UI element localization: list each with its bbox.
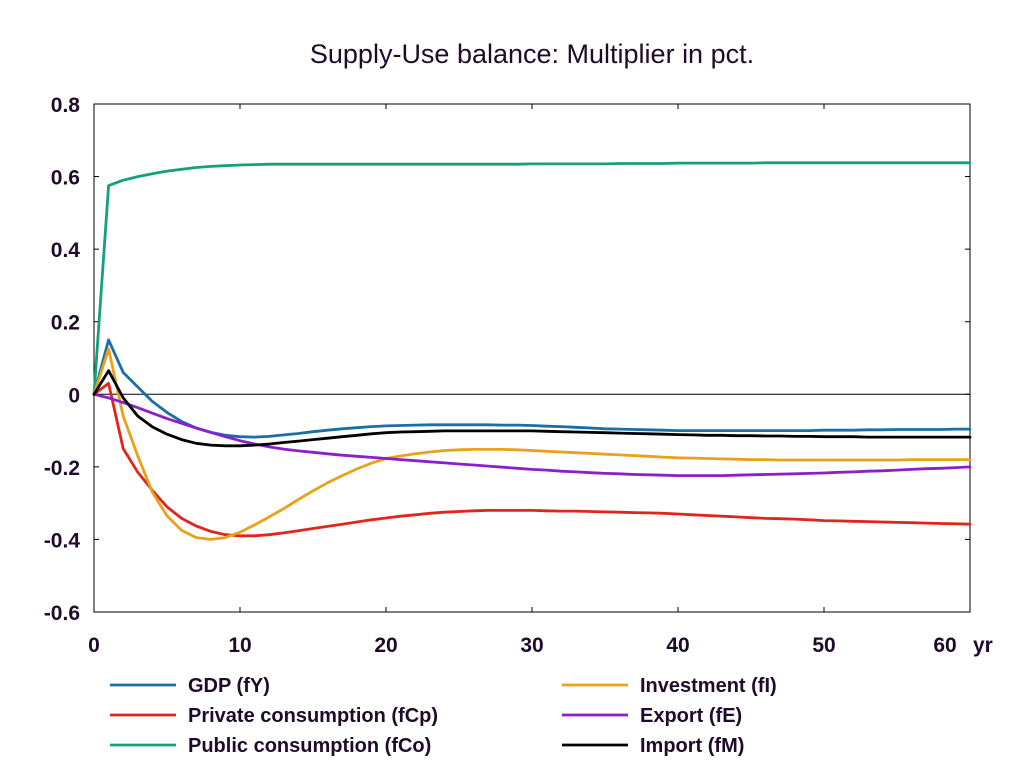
legend-label: Private consumption (fCp) xyxy=(188,705,438,727)
legend-label: GDP (fY) xyxy=(188,675,270,697)
y-tick-label: -0.6 xyxy=(44,602,80,625)
y-tick-label: -0.2 xyxy=(44,457,80,480)
x-tick-label: 0 xyxy=(88,634,100,657)
x-axis: 0 10 20 30 40 50 60 yr xyxy=(88,104,993,657)
legend-label: Investment (fI) xyxy=(640,675,777,697)
x-tick-label: 50 xyxy=(812,634,835,657)
y-tick-label: 0.8 xyxy=(51,94,81,117)
series-line-investment-fi xyxy=(92,347,972,541)
series-line-gdp-fy xyxy=(92,338,972,439)
x-tick-label: 30 xyxy=(520,634,543,657)
y-tick-label: -0.4 xyxy=(44,529,81,552)
y-tick-label: 0.4 xyxy=(51,239,81,262)
legend-label: Export (fE) xyxy=(640,705,742,727)
chart-title: Supply-Use balance: Multiplier in pct. xyxy=(310,39,754,69)
series-line-import-fm xyxy=(92,369,972,448)
y-tick-label: 0 xyxy=(68,384,80,407)
x-tick-label: 40 xyxy=(666,634,689,657)
series-line-private-consumption-fcp xyxy=(92,381,972,538)
series-line-export-fe xyxy=(92,392,972,478)
y-tick-label: 0.6 xyxy=(51,167,80,190)
y-tick-label: 0.2 xyxy=(51,312,80,335)
x-tick-label: 10 xyxy=(228,634,251,657)
series-line-public-consumption-fco xyxy=(92,161,972,396)
legend-label: Import (fM) xyxy=(640,735,744,757)
x-tick-label: 60 xyxy=(933,634,956,657)
x-axis-unit-label: yr xyxy=(973,634,993,657)
series-lines xyxy=(92,161,972,541)
legend: GDP (fY) Investment (fI) Private consumpti… xyxy=(110,675,777,757)
y-axis: -0.6 -0.4 -0.2 0 0.2 0.4 0.6 0.8 xyxy=(44,94,970,625)
legend-label: Public consumption (fCo) xyxy=(188,735,431,757)
x-tick-label: 20 xyxy=(374,634,397,657)
